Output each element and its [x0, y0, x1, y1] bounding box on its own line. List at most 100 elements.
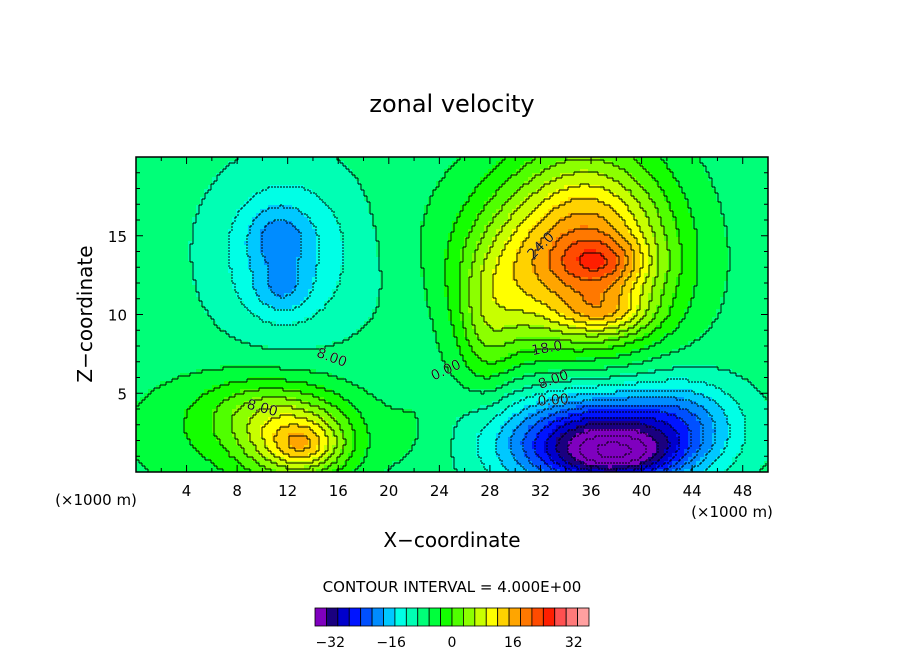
field-cell	[336, 209, 341, 214]
field-cell	[500, 273, 505, 278]
field-cell	[372, 253, 377, 258]
field-cell	[140, 209, 145, 214]
field-cell	[404, 249, 409, 254]
field-cell	[396, 245, 401, 250]
field-cell	[464, 157, 469, 162]
field-cell	[472, 237, 477, 242]
field-cell	[644, 269, 649, 274]
field-cell	[664, 213, 669, 218]
field-cell	[712, 177, 717, 182]
field-cell	[692, 249, 697, 254]
field-cell	[164, 185, 169, 190]
field-cell	[236, 257, 241, 262]
field-cell	[644, 193, 649, 198]
field-cell	[304, 197, 309, 202]
field-cell	[588, 173, 593, 178]
field-cell	[156, 181, 161, 186]
field-cell	[488, 217, 493, 222]
field-cell	[712, 169, 717, 174]
field-cell	[176, 193, 181, 198]
field-cell	[152, 213, 157, 218]
field-cell	[604, 249, 609, 254]
field-cell	[476, 233, 481, 238]
field-cell	[652, 197, 657, 202]
field-cell	[268, 157, 273, 162]
field-cell	[336, 201, 341, 206]
field-cell	[744, 253, 749, 258]
field-cell	[224, 185, 229, 190]
field-cell	[544, 273, 549, 278]
field-cell	[444, 181, 449, 186]
field-cell	[696, 229, 701, 234]
field-cell	[380, 157, 385, 162]
field-cell	[160, 197, 165, 202]
field-cell	[492, 181, 497, 186]
field-cell	[592, 189, 597, 194]
field-cell	[352, 169, 357, 174]
field-cell	[644, 161, 649, 166]
field-cell	[380, 161, 385, 166]
field-cell	[348, 281, 353, 286]
field-cell	[400, 169, 405, 174]
field-cell	[624, 161, 629, 166]
field-cell	[352, 233, 357, 238]
field-cell	[244, 273, 249, 278]
field-cell	[516, 281, 521, 286]
field-cell	[332, 233, 337, 238]
field-cell	[348, 257, 353, 262]
field-cell	[612, 173, 617, 178]
field-cell	[264, 245, 269, 250]
field-cell	[368, 181, 373, 186]
field-cell	[504, 189, 509, 194]
field-cell	[456, 217, 461, 222]
field-cell	[640, 273, 645, 278]
field-cell	[644, 177, 649, 182]
field-cell	[492, 169, 497, 174]
field-cell	[168, 229, 173, 234]
field-cell	[384, 249, 389, 254]
field-cell	[244, 253, 249, 258]
field-cell	[384, 209, 389, 214]
field-cell	[640, 277, 645, 282]
field-cell	[344, 161, 349, 166]
field-cell	[352, 197, 357, 202]
field-cell	[528, 157, 533, 162]
field-cell	[300, 201, 305, 206]
field-cell	[368, 189, 373, 194]
field-cell	[652, 273, 657, 278]
field-cell	[200, 249, 205, 254]
field-cell	[444, 217, 449, 222]
field-cell	[740, 193, 745, 198]
field-cell	[500, 189, 505, 194]
field-cell	[168, 201, 173, 206]
field-cell	[676, 253, 681, 258]
field-cell	[548, 185, 553, 190]
field-cell	[696, 241, 701, 246]
field-cell	[208, 209, 213, 214]
field-cell	[764, 169, 768, 174]
field-cell	[732, 189, 737, 194]
field-cell	[684, 157, 689, 162]
field-cell	[660, 245, 665, 250]
field-cell	[184, 269, 189, 274]
field-cell	[304, 213, 309, 218]
field-cell	[700, 165, 705, 170]
field-cell	[688, 209, 693, 214]
field-cell	[344, 265, 349, 270]
field-cell	[220, 261, 225, 266]
field-cell	[156, 225, 161, 230]
field-cell	[472, 193, 477, 198]
field-cell	[604, 217, 609, 222]
field-cell	[732, 277, 737, 282]
field-cell	[256, 249, 261, 254]
field-cell	[452, 197, 457, 202]
field-cell	[304, 281, 309, 286]
field-cell	[760, 173, 765, 178]
field-cell	[584, 157, 589, 162]
field-cell	[252, 181, 257, 186]
field-cell	[152, 217, 157, 222]
field-cell	[700, 277, 705, 282]
field-cell	[248, 241, 253, 246]
field-cell	[140, 197, 145, 202]
field-cell	[508, 205, 513, 210]
